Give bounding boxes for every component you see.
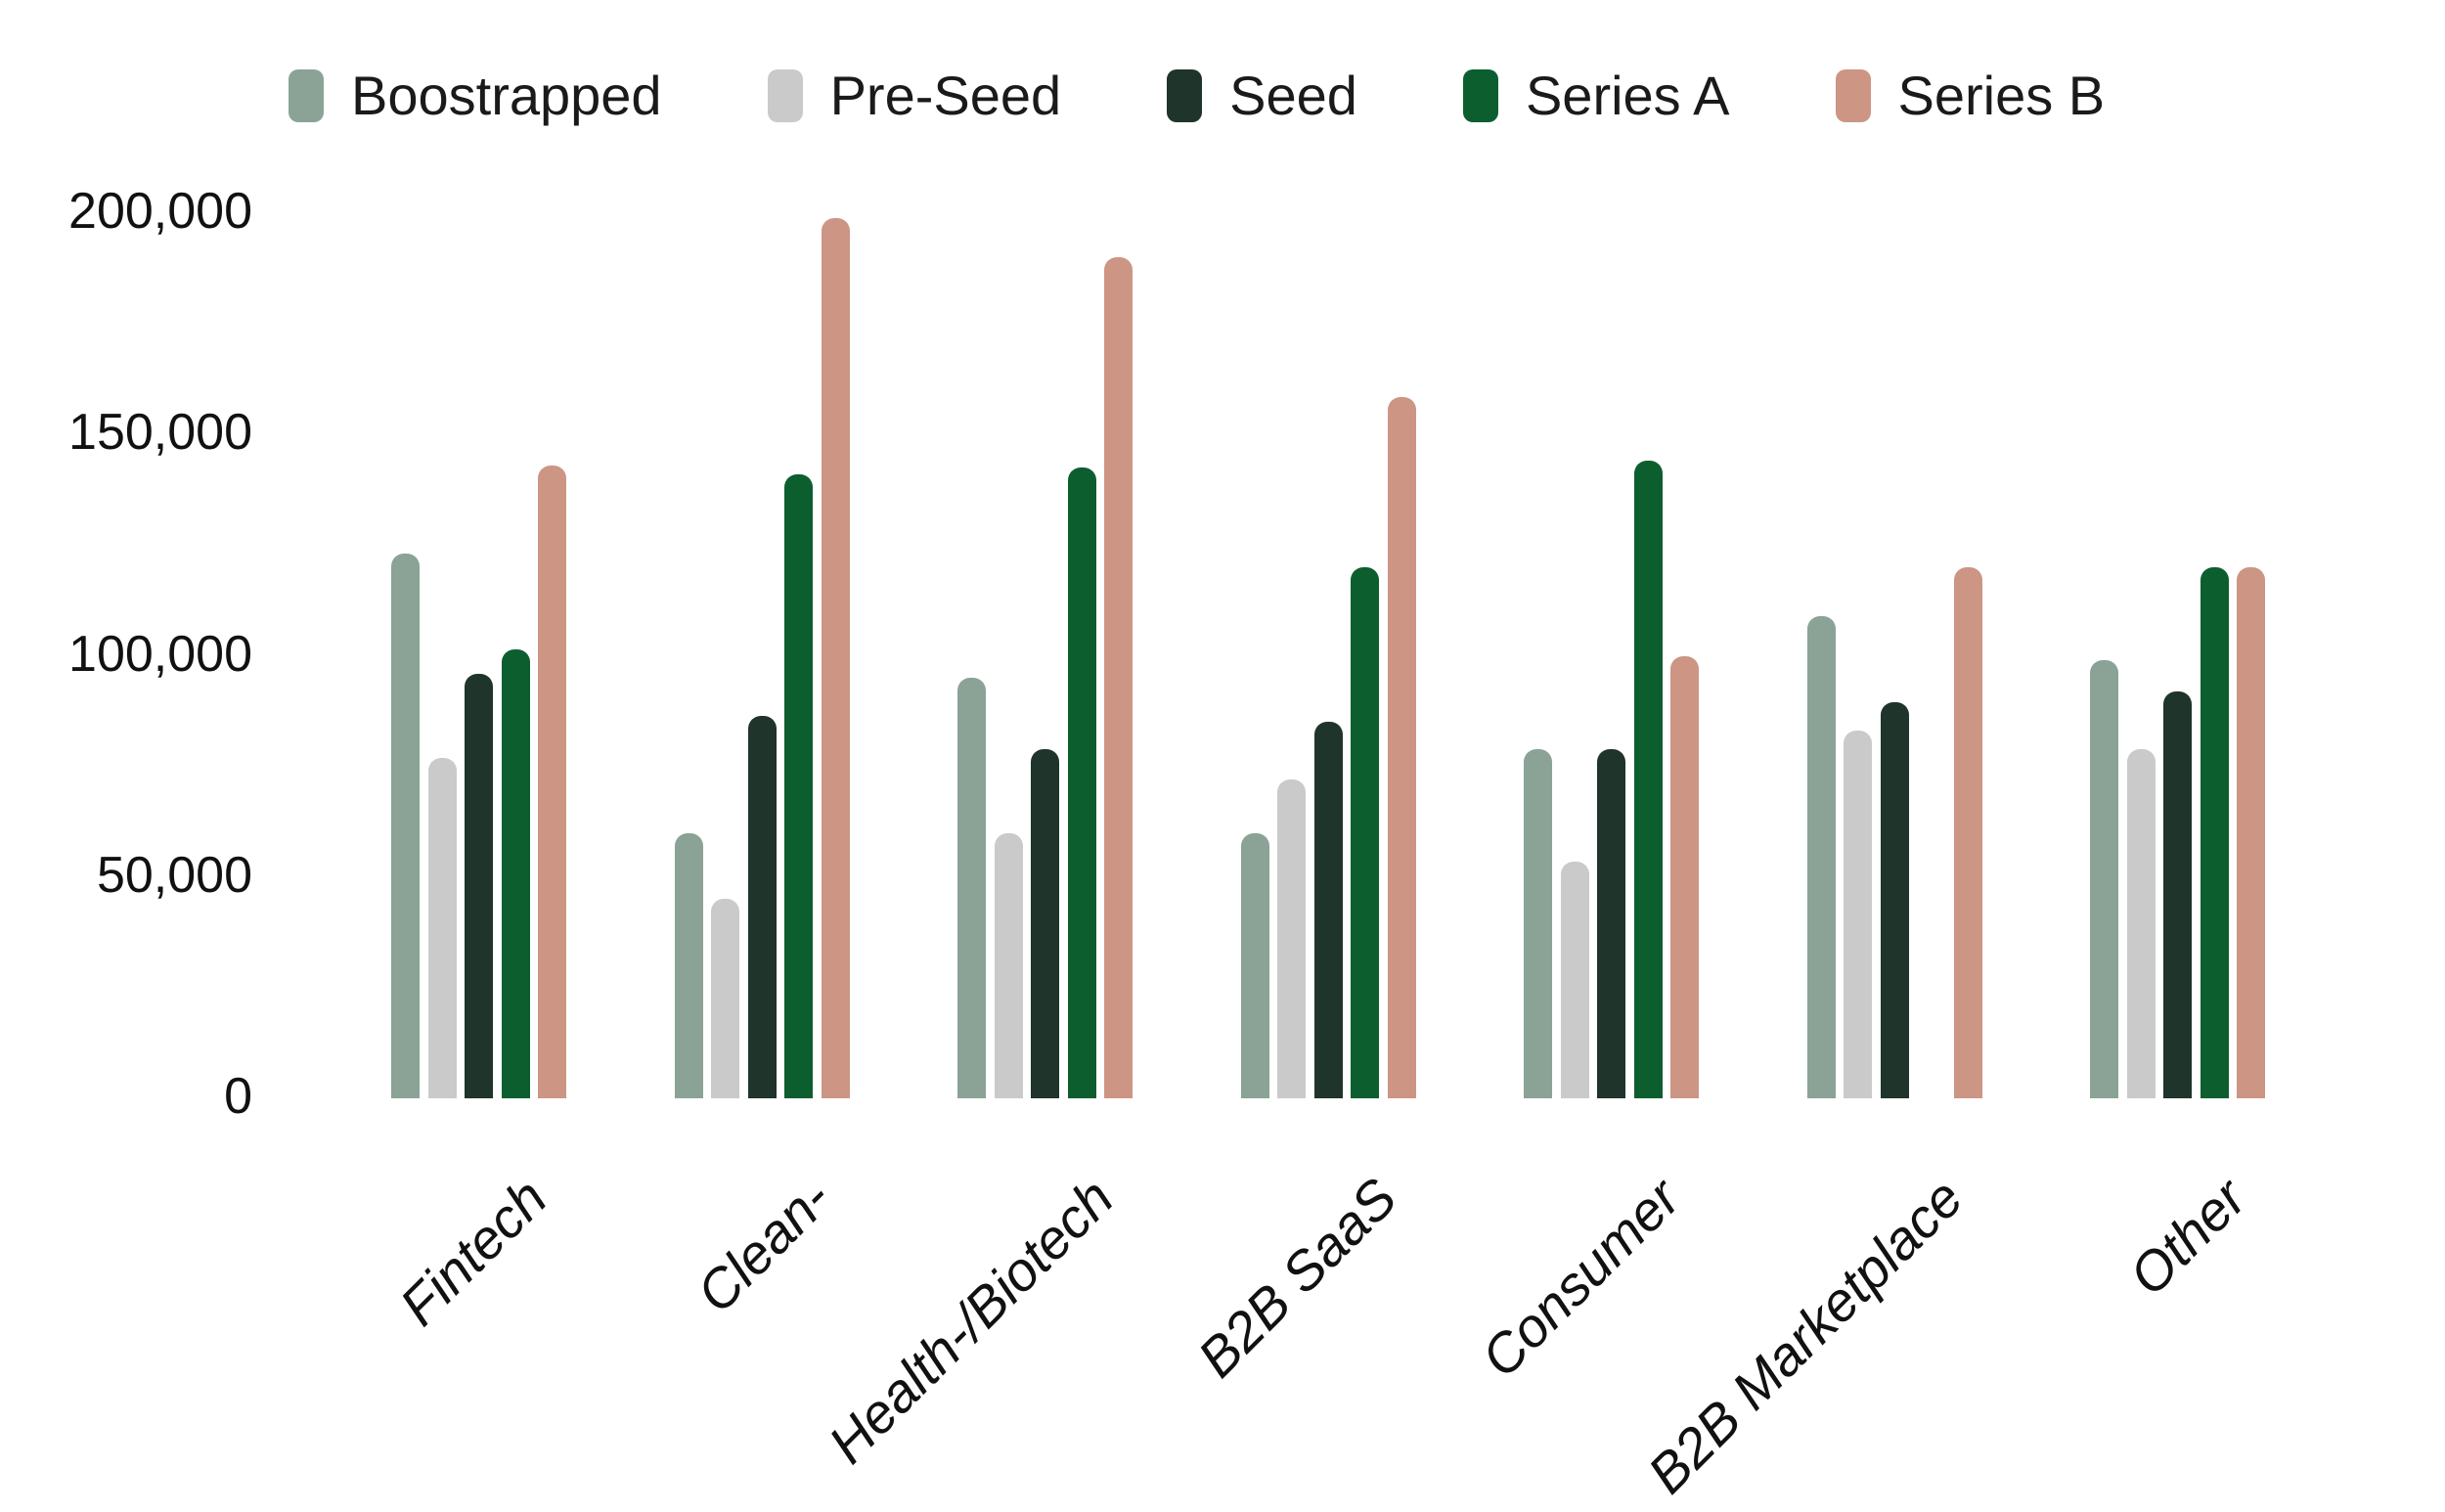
bar [391, 554, 420, 1098]
bar [1633, 461, 1663, 1098]
bar [2090, 660, 2118, 1098]
x-axis-label: Health-/Biotech [816, 1166, 1126, 1475]
legend-label: Series B [1897, 65, 2106, 126]
bar [2200, 567, 2229, 1098]
legend-swatch-icon [767, 69, 803, 122]
x-axis-label: B2B SaaS [1185, 1166, 1408, 1389]
legend-item: Boostrapped [289, 68, 662, 123]
x-axis-label: Clean- [684, 1166, 842, 1324]
legend-item: Series A [1462, 65, 1730, 126]
y-axis-tick-label: 200,000 [68, 182, 252, 240]
y-axis-tick-label: 0 [224, 1067, 252, 1125]
bar [994, 832, 1023, 1098]
bar [1953, 567, 1982, 1098]
bar [674, 832, 703, 1098]
legend-item: Seed [1167, 68, 1357, 123]
x-axis-label: Fintech [387, 1166, 559, 1338]
bar [821, 217, 850, 1098]
bar [1313, 722, 1343, 1098]
bar [1670, 655, 1699, 1098]
bar [1104, 257, 1133, 1098]
bar [1844, 731, 1872, 1098]
bar [538, 465, 566, 1098]
y-axis-tick-label: 50,000 [96, 846, 252, 904]
legend-label: Pre-Seed [829, 65, 1062, 126]
legend-label: Series A [1525, 65, 1730, 126]
bar [1524, 748, 1552, 1098]
bar [1067, 467, 1096, 1098]
legend-swatch-icon [1167, 69, 1203, 122]
bar [465, 673, 493, 1098]
bar [2126, 748, 2156, 1098]
legend-label: Seed [1229, 65, 1357, 126]
bar [427, 757, 457, 1098]
legend-swatch-icon [1462, 69, 1498, 122]
legend: Boostrapped Pre-Seed Seed Series A Series B [289, 68, 2105, 123]
bar [1880, 702, 1909, 1098]
bar [1031, 748, 1059, 1098]
bar [1560, 861, 1589, 1098]
bar [2163, 690, 2192, 1098]
bar [1597, 748, 1625, 1098]
bar [1387, 396, 1416, 1098]
y-axis-tick-label: 150,000 [68, 404, 252, 462]
legend-item: Series B [1835, 65, 2106, 126]
legend-swatch-icon [1835, 69, 1871, 122]
bar [1277, 779, 1306, 1098]
bar [501, 648, 530, 1098]
bar [747, 715, 777, 1098]
bar [957, 678, 986, 1098]
bar [711, 899, 739, 1098]
bar [1351, 567, 1379, 1098]
y-axis-tick-label: 100,000 [68, 625, 252, 683]
legend-item: Pre-Seed [767, 65, 1062, 126]
x-axis-label: Other [2116, 1166, 2258, 1308]
legend-swatch-icon [289, 69, 324, 122]
bar [1240, 832, 1269, 1098]
bar [2237, 567, 2265, 1098]
bar [784, 473, 813, 1098]
legend-label: Boostrapped [351, 65, 662, 126]
x-axis-label: Consumer [1469, 1166, 1692, 1389]
bar [1806, 615, 1836, 1098]
